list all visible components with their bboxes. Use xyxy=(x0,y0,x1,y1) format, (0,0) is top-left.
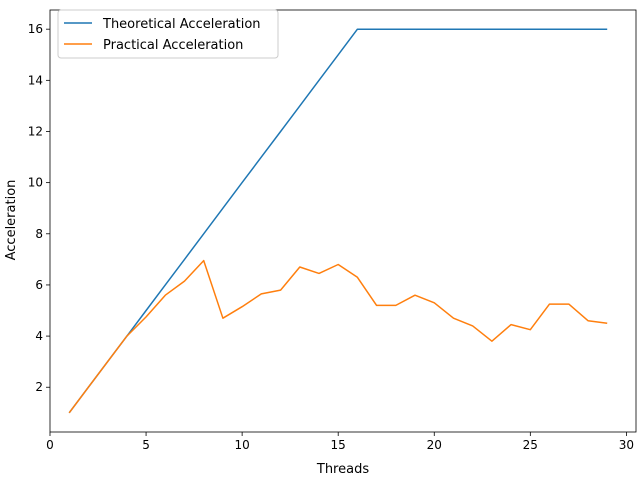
y-tick-label: 14 xyxy=(28,73,43,87)
legend: Theoretical Acceleration Practical Accel… xyxy=(57,9,279,59)
y-tick-label: 6 xyxy=(35,278,43,292)
y-tick-label: 2 xyxy=(35,380,43,394)
y-tick-label: 4 xyxy=(35,329,43,343)
x-axis-ticks: 0 5 10 15 20 25 30 xyxy=(46,432,634,452)
legend-box xyxy=(57,9,279,59)
x-tick-label: 25 xyxy=(523,438,538,452)
x-tick-label: 15 xyxy=(331,438,346,452)
x-tick-label: 5 xyxy=(142,438,150,452)
x-tick-label: 0 xyxy=(46,438,54,452)
plot-lines xyxy=(68,28,608,414)
x-tick-label: 10 xyxy=(234,438,249,452)
y-tick-label: 8 xyxy=(35,227,43,241)
y-axis-ticks: 2 4 6 8 10 12 14 16 xyxy=(28,22,50,394)
axes-frame xyxy=(49,9,637,433)
y-tick-label: 12 xyxy=(28,124,43,138)
x-tick-label: 20 xyxy=(427,438,442,452)
plot-area-border xyxy=(49,9,637,433)
y-tick-label: 10 xyxy=(28,176,43,190)
legend-label-theoretical: Theoretical Acceleration xyxy=(102,17,261,32)
x-tick-label: 30 xyxy=(619,438,634,452)
series-line-1 xyxy=(68,259,608,414)
x-axis-label: Threads xyxy=(316,462,369,477)
legend-label-practical: Practical Acceleration xyxy=(103,38,243,53)
y-tick-label: 16 xyxy=(28,22,43,36)
series-line-0 xyxy=(68,28,608,414)
y-axis-label: Acceleration xyxy=(4,180,19,261)
